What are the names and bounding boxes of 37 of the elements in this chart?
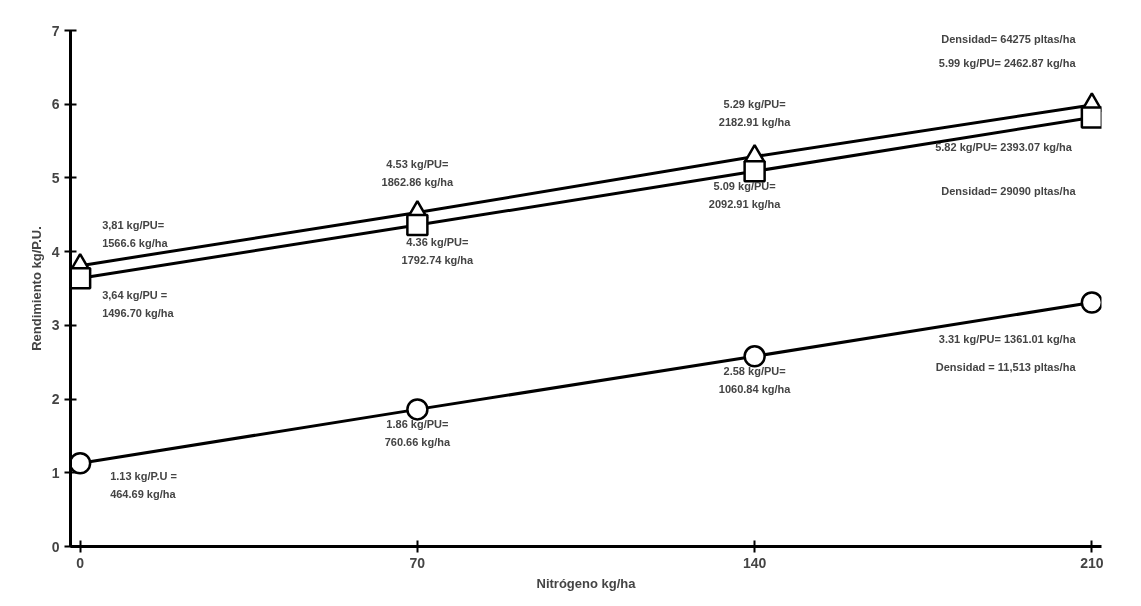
annotation: 4.53 kg/PU= 1862.86 kg/ha: [381, 157, 455, 188]
annotation: 5.82 kg/PU= 2393.07 kg/ha: [935, 141, 1073, 154]
annotation: Densidad= 64275 pltas/ha: [941, 32, 1077, 45]
y-tick-label: 5: [51, 169, 60, 186]
annotation: 3,64 kg/PU = 1496.70 kg/ha: [102, 289, 175, 320]
y-tick-label: 6: [51, 96, 60, 113]
x-axis-title: Nitrógeno kg/ha: [536, 575, 637, 591]
point: [406, 213, 429, 237]
annotation: Densidad = 11,513 pltas/ha: [935, 360, 1077, 373]
annotation: 5.99 kg/PU= 2462.87 kg/ha: [938, 56, 1077, 69]
y-tick-label: 1: [51, 464, 60, 481]
y-tick-label: 0: [51, 538, 60, 555]
annotation: Densidad= 29090 pltas/ha: [941, 184, 1077, 197]
annotation: 3,81 kg/PU= 1566.6 kg/ha: [102, 218, 169, 249]
annotation: 1.86 kg/PU= 760.66 kg/ha: [384, 418, 451, 449]
x-tick-label: 140: [742, 554, 767, 571]
point: [406, 398, 429, 421]
annotation: 2.58 kg/PU= 1060.84 kg/ha: [718, 365, 792, 396]
y-tick-label: 4: [51, 243, 60, 260]
y-tick-label: 3: [51, 317, 60, 334]
annotation: 3.31 kg/PU= 1361.01 kg/ha: [938, 332, 1077, 345]
annotation: 4.36 kg/PU= 1792.74 kg/ha: [401, 236, 475, 267]
point: [743, 160, 766, 183]
x-tick-label: 210: [1080, 554, 1104, 571]
point: [743, 345, 766, 368]
point: [1080, 291, 1102, 314]
point: [70, 266, 92, 290]
point: [70, 451, 92, 475]
y-axis-title: Rendimiento kg/P.U.: [28, 226, 44, 351]
y-tick-label: 7: [51, 22, 60, 39]
annotation: 1.13 kg/P.U = 464.69 kg/ha: [110, 470, 177, 501]
annotation: 5.09 kg/PU= 2092.91 kg/ha: [708, 180, 782, 211]
point: [1080, 106, 1102, 129]
y-tick-label: 2: [51, 391, 60, 408]
x-tick-label: 0: [76, 554, 85, 571]
x-tick-label: 70: [409, 554, 426, 571]
annotation: 5.29 kg/PU= 2182.91 kg/ha: [718, 97, 792, 128]
